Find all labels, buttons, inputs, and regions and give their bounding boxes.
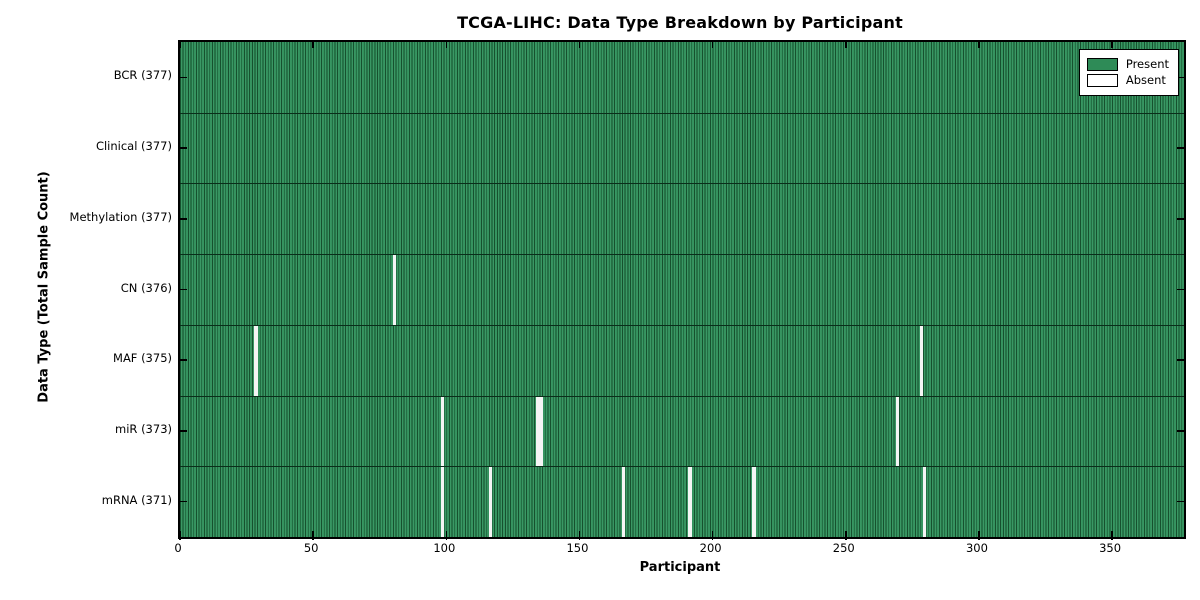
row-separator	[180, 183, 1184, 185]
plot-area: Present Absent	[178, 40, 1186, 540]
x-tick-label: 50	[303, 541, 319, 555]
chart-row-methylation	[180, 183, 1184, 255]
row-separator	[180, 324, 1184, 326]
x-tick	[845, 42, 847, 48]
absent-gap	[440, 466, 445, 537]
x-tick	[312, 531, 314, 540]
legend-label-absent: Absent	[1125, 73, 1166, 87]
x-tick	[578, 42, 581, 48]
y-tick-label: miR (373)	[115, 421, 172, 436]
absent-gap	[536, 395, 540, 467]
x-tick	[578, 531, 581, 540]
legend-swatch-absent-icon	[1086, 74, 1118, 87]
chart-title: TCGA-LIHC: Data Type Breakdown by Partic…	[457, 13, 903, 32]
y-tick-label: Clinical (377)	[95, 139, 172, 154]
x-tick-label: 150	[566, 541, 589, 555]
absent-gap	[392, 254, 397, 325]
y-tick	[180, 500, 187, 503]
x-tick	[445, 42, 448, 48]
x-tick	[1111, 531, 1113, 540]
chart-row-maf	[180, 324, 1184, 396]
chart-row-cn	[180, 254, 1184, 325]
x-tick	[711, 42, 714, 48]
chart-row-clinical	[180, 112, 1184, 184]
x-tick	[179, 531, 181, 540]
y-tick	[180, 147, 187, 149]
absent-gap	[752, 466, 756, 537]
row-separator	[180, 395, 1184, 397]
absent-gap	[488, 466, 492, 537]
x-tick	[978, 531, 980, 540]
row-separator	[180, 254, 1184, 256]
y-tick	[1177, 288, 1184, 291]
absent-gap	[539, 395, 543, 467]
y-tick	[1177, 500, 1184, 503]
y-tick	[180, 288, 187, 291]
x-tick	[179, 42, 181, 48]
legend-label-present: Present	[1125, 57, 1169, 71]
y-tick-label: CN (376)	[120, 280, 172, 295]
y-tick	[1177, 359, 1184, 361]
x-tick	[1111, 42, 1113, 48]
x-tick	[445, 531, 448, 540]
absent-gap	[919, 324, 924, 396]
x-axis-label: Participant	[639, 560, 721, 575]
y-tick	[1177, 76, 1184, 79]
y-tick	[1177, 430, 1184, 432]
row-separator	[180, 466, 1184, 468]
y-tick	[1177, 147, 1184, 149]
y-tick	[180, 218, 187, 220]
absent-gap	[895, 395, 900, 467]
x-tick-label: 100	[433, 541, 456, 555]
x-tick-label: 250	[832, 541, 855, 555]
y-tick	[180, 430, 187, 432]
absent-gap	[254, 324, 258, 396]
legend-entry-present: Present	[1086, 57, 1169, 71]
y-tick	[180, 359, 187, 361]
x-tick-label: 350	[1099, 541, 1122, 555]
absent-gap	[621, 466, 626, 537]
legend: Present Absent	[1078, 49, 1179, 96]
y-tick	[180, 76, 187, 79]
legend-swatch-present-icon	[1086, 58, 1118, 71]
absent-gap	[922, 466, 927, 537]
legend-entry-absent: Absent	[1086, 73, 1169, 87]
row-separator	[180, 112, 1184, 114]
x-tick	[978, 42, 980, 48]
y-tick	[1177, 218, 1184, 220]
x-tick	[312, 42, 314, 48]
chart-row-mir	[180, 395, 1184, 467]
x-tick	[845, 531, 847, 540]
x-tick-label: 300	[965, 541, 988, 555]
y-tick-label: BCR (377)	[113, 68, 172, 83]
absent-gap	[688, 466, 692, 537]
absent-gap	[440, 395, 445, 467]
y-tick-label: Methylation (377)	[69, 209, 172, 224]
y-tick-label: MAF (375)	[113, 351, 172, 366]
x-tick	[711, 531, 714, 540]
y-tick-label: mRNA (371)	[101, 492, 172, 507]
x-tick-label: 200	[699, 541, 722, 555]
x-tick-label: 0	[174, 541, 182, 555]
chart-row-bcr	[180, 42, 1184, 113]
chart-row-mrna	[180, 466, 1184, 537]
